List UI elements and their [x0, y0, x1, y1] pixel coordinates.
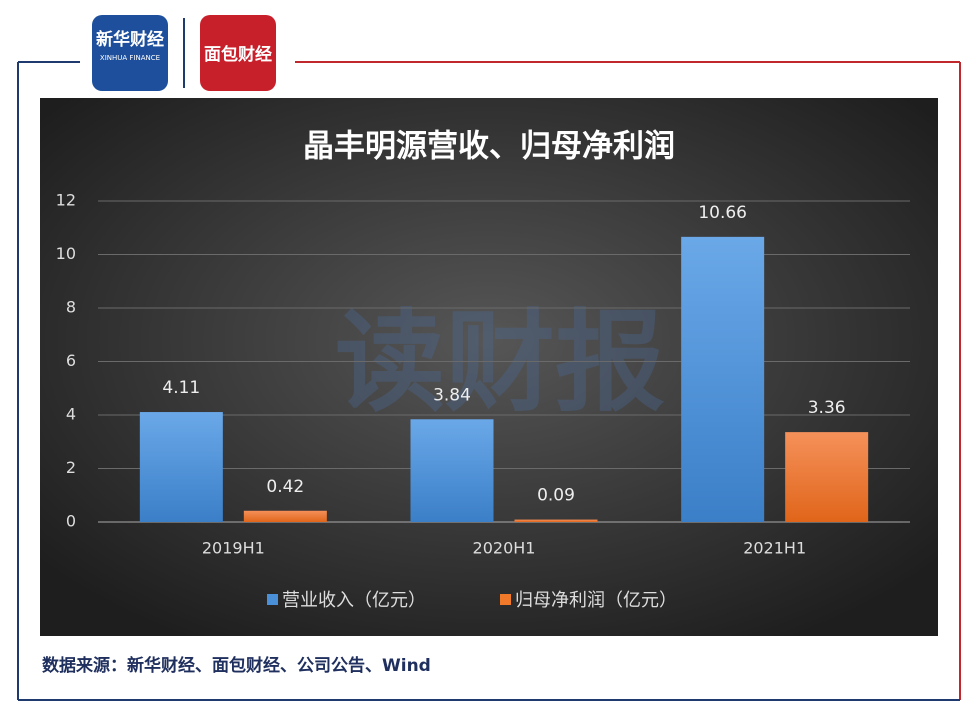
bar	[410, 419, 494, 522]
bar	[514, 519, 598, 522]
legend-swatch	[267, 594, 278, 605]
watermark: 读财报	[335, 298, 665, 426]
logo-text: 面包财经	[204, 44, 272, 65]
y-tick-label: 8	[66, 298, 76, 317]
value-label: 0.42	[266, 477, 304, 497]
chart-title: 晶丰明源营收、归母净利润	[303, 129, 675, 165]
x-tick-label: 2021H1	[743, 539, 806, 558]
legend-label: 归母净利润（亿元）	[515, 590, 677, 611]
logo-text: 新华财经	[96, 29, 164, 50]
value-label: 3.36	[808, 398, 846, 418]
bar	[243, 510, 327, 522]
source-note: 数据来源：新华财经、面包财经、公司公告、Wind	[42, 655, 431, 676]
logo-subtext: XINHUA FINANCE	[100, 54, 160, 62]
logo	[200, 15, 276, 91]
bar	[139, 412, 223, 522]
value-label: 10.66	[698, 203, 747, 223]
y-tick-label: 12	[56, 191, 76, 210]
chart-panel	[40, 98, 938, 636]
value-label: 0.09	[537, 486, 575, 506]
y-tick-label: 0	[66, 512, 76, 531]
bar	[681, 236, 765, 522]
value-label: 3.84	[433, 385, 471, 405]
bar	[785, 432, 869, 522]
legend-label: 营业收入（亿元）	[282, 590, 426, 611]
value-label: 4.11	[162, 378, 200, 398]
legend-swatch	[500, 594, 511, 605]
logo	[92, 15, 168, 91]
y-tick-label: 2	[66, 458, 76, 477]
y-tick-label: 6	[66, 351, 76, 370]
x-tick-label: 2019H1	[202, 539, 265, 558]
y-tick-label: 10	[56, 244, 76, 263]
y-tick-label: 4	[66, 405, 76, 424]
x-tick-label: 2020H1	[473, 539, 536, 558]
